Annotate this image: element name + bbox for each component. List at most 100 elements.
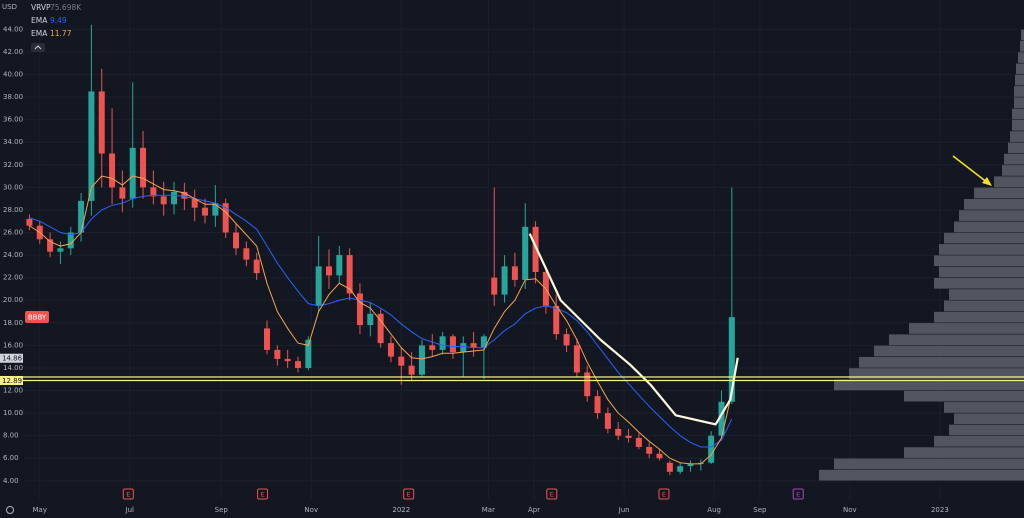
x-tick-label: Sep xyxy=(753,506,767,514)
candle-body xyxy=(460,343,467,353)
volume-profile-bar xyxy=(1012,108,1024,120)
candle-body xyxy=(150,187,157,197)
y-tick-label: 20.00 xyxy=(3,296,23,304)
candle-body xyxy=(171,191,178,205)
candle-body xyxy=(522,226,529,280)
candle-body xyxy=(305,339,312,368)
candle-body xyxy=(160,196,167,205)
price-label: 14.86 xyxy=(2,355,23,363)
legend-value: 75.698K xyxy=(50,3,82,12)
y-tick-label: 34.00 xyxy=(3,138,23,146)
y-tick-label: 44.00 xyxy=(3,25,23,33)
candle-body xyxy=(429,345,436,350)
candle-body xyxy=(336,255,343,276)
candle-body xyxy=(274,349,281,359)
candle-body xyxy=(367,313,374,326)
settings-icon[interactable] xyxy=(6,506,14,514)
volume-profile-bar xyxy=(959,210,1024,221)
candle-body xyxy=(584,372,591,397)
candle-body xyxy=(573,345,580,373)
candle-body xyxy=(191,198,198,208)
volume-profile-bar xyxy=(834,458,1024,470)
earnings-label: E xyxy=(407,491,411,499)
y-tick-label: 12.00 xyxy=(3,387,23,395)
candle-body xyxy=(398,356,405,366)
y-tick-label: 40.00 xyxy=(3,70,23,78)
y-tick-label: 30.00 xyxy=(3,183,23,191)
candle-body xyxy=(491,277,498,295)
volume-profile-bar xyxy=(1014,97,1024,109)
volume-profile-bar xyxy=(954,413,1024,425)
candle-body xyxy=(294,361,301,368)
y-tick-label: 14.00 xyxy=(3,364,23,372)
y-tick-label: 32.00 xyxy=(3,161,23,169)
volume-profile-bar xyxy=(934,311,1024,323)
volume-profile-bar xyxy=(949,289,1024,300)
x-tick-label: Sep xyxy=(215,506,229,514)
candle-body xyxy=(140,147,147,188)
y-tick-label: 28.00 xyxy=(3,206,23,214)
volume-profile-bar xyxy=(904,390,1024,402)
candle-body xyxy=(728,317,735,402)
candle-body xyxy=(356,293,363,326)
volume-profile-bar xyxy=(949,424,1024,436)
candle-body xyxy=(325,266,332,276)
collapse-button[interactable] xyxy=(31,43,45,52)
candle-body xyxy=(501,266,508,295)
arrow-head xyxy=(982,177,992,186)
earnings-marker xyxy=(403,488,415,500)
volume-profile-bar xyxy=(934,255,1024,267)
earnings-label: E xyxy=(662,491,666,499)
candle-body xyxy=(553,305,560,335)
legend-name: VRVP xyxy=(31,3,51,12)
y-tick-label: 10.00 xyxy=(3,409,23,417)
earnings-label: E xyxy=(261,491,265,499)
y-tick-label: 6.00 xyxy=(3,454,19,462)
volume-profile-bar xyxy=(994,176,1024,188)
candle-body xyxy=(439,336,446,350)
x-tick-label: Jul xyxy=(125,506,135,514)
volume-profile-bar xyxy=(1002,165,1024,176)
volume-profile-bar xyxy=(934,277,1024,289)
volume-profile-bar xyxy=(944,402,1024,413)
earnings-marker xyxy=(546,488,558,500)
earnings-marker xyxy=(792,488,804,500)
candle-body xyxy=(656,453,663,459)
candle-body xyxy=(346,255,353,294)
annotation-curve xyxy=(528,233,739,426)
candle-body xyxy=(202,207,209,216)
candle-body xyxy=(511,266,518,280)
legend-value: 11.77 xyxy=(50,29,72,38)
volume-profile-bar xyxy=(1020,40,1024,52)
volume-profile-bar xyxy=(939,244,1024,255)
volume-profile-bar xyxy=(934,435,1024,447)
candle-body xyxy=(98,91,105,154)
x-tick-label: Nov xyxy=(304,506,318,514)
legend-value: 9.49 xyxy=(50,16,67,25)
candle-body xyxy=(666,462,673,472)
earnings-marker xyxy=(257,488,269,500)
collapse-icon xyxy=(34,45,42,50)
volume-profile-bar xyxy=(874,345,1024,357)
y-tick-label: 24.00 xyxy=(3,251,23,259)
earnings-label: E xyxy=(550,491,554,499)
y-tick-label: 36.00 xyxy=(3,116,23,124)
legend-name: EMA xyxy=(31,16,48,25)
volume-profile-bar xyxy=(819,469,1024,481)
ema-line xyxy=(29,194,733,448)
volume-profile-bar xyxy=(939,266,1024,278)
y-tick-label: 26.00 xyxy=(3,229,23,237)
candle-body xyxy=(26,218,33,226)
candle-body xyxy=(212,203,219,216)
candle-body xyxy=(129,147,136,199)
symbol: BBBY xyxy=(28,314,47,322)
x-tick-label: May xyxy=(33,506,47,514)
candle-body xyxy=(109,153,116,188)
candle-body xyxy=(264,328,271,350)
currency: USD xyxy=(2,3,17,11)
candle-body xyxy=(387,343,394,357)
candle-body xyxy=(677,466,684,472)
candle-body xyxy=(615,428,622,436)
